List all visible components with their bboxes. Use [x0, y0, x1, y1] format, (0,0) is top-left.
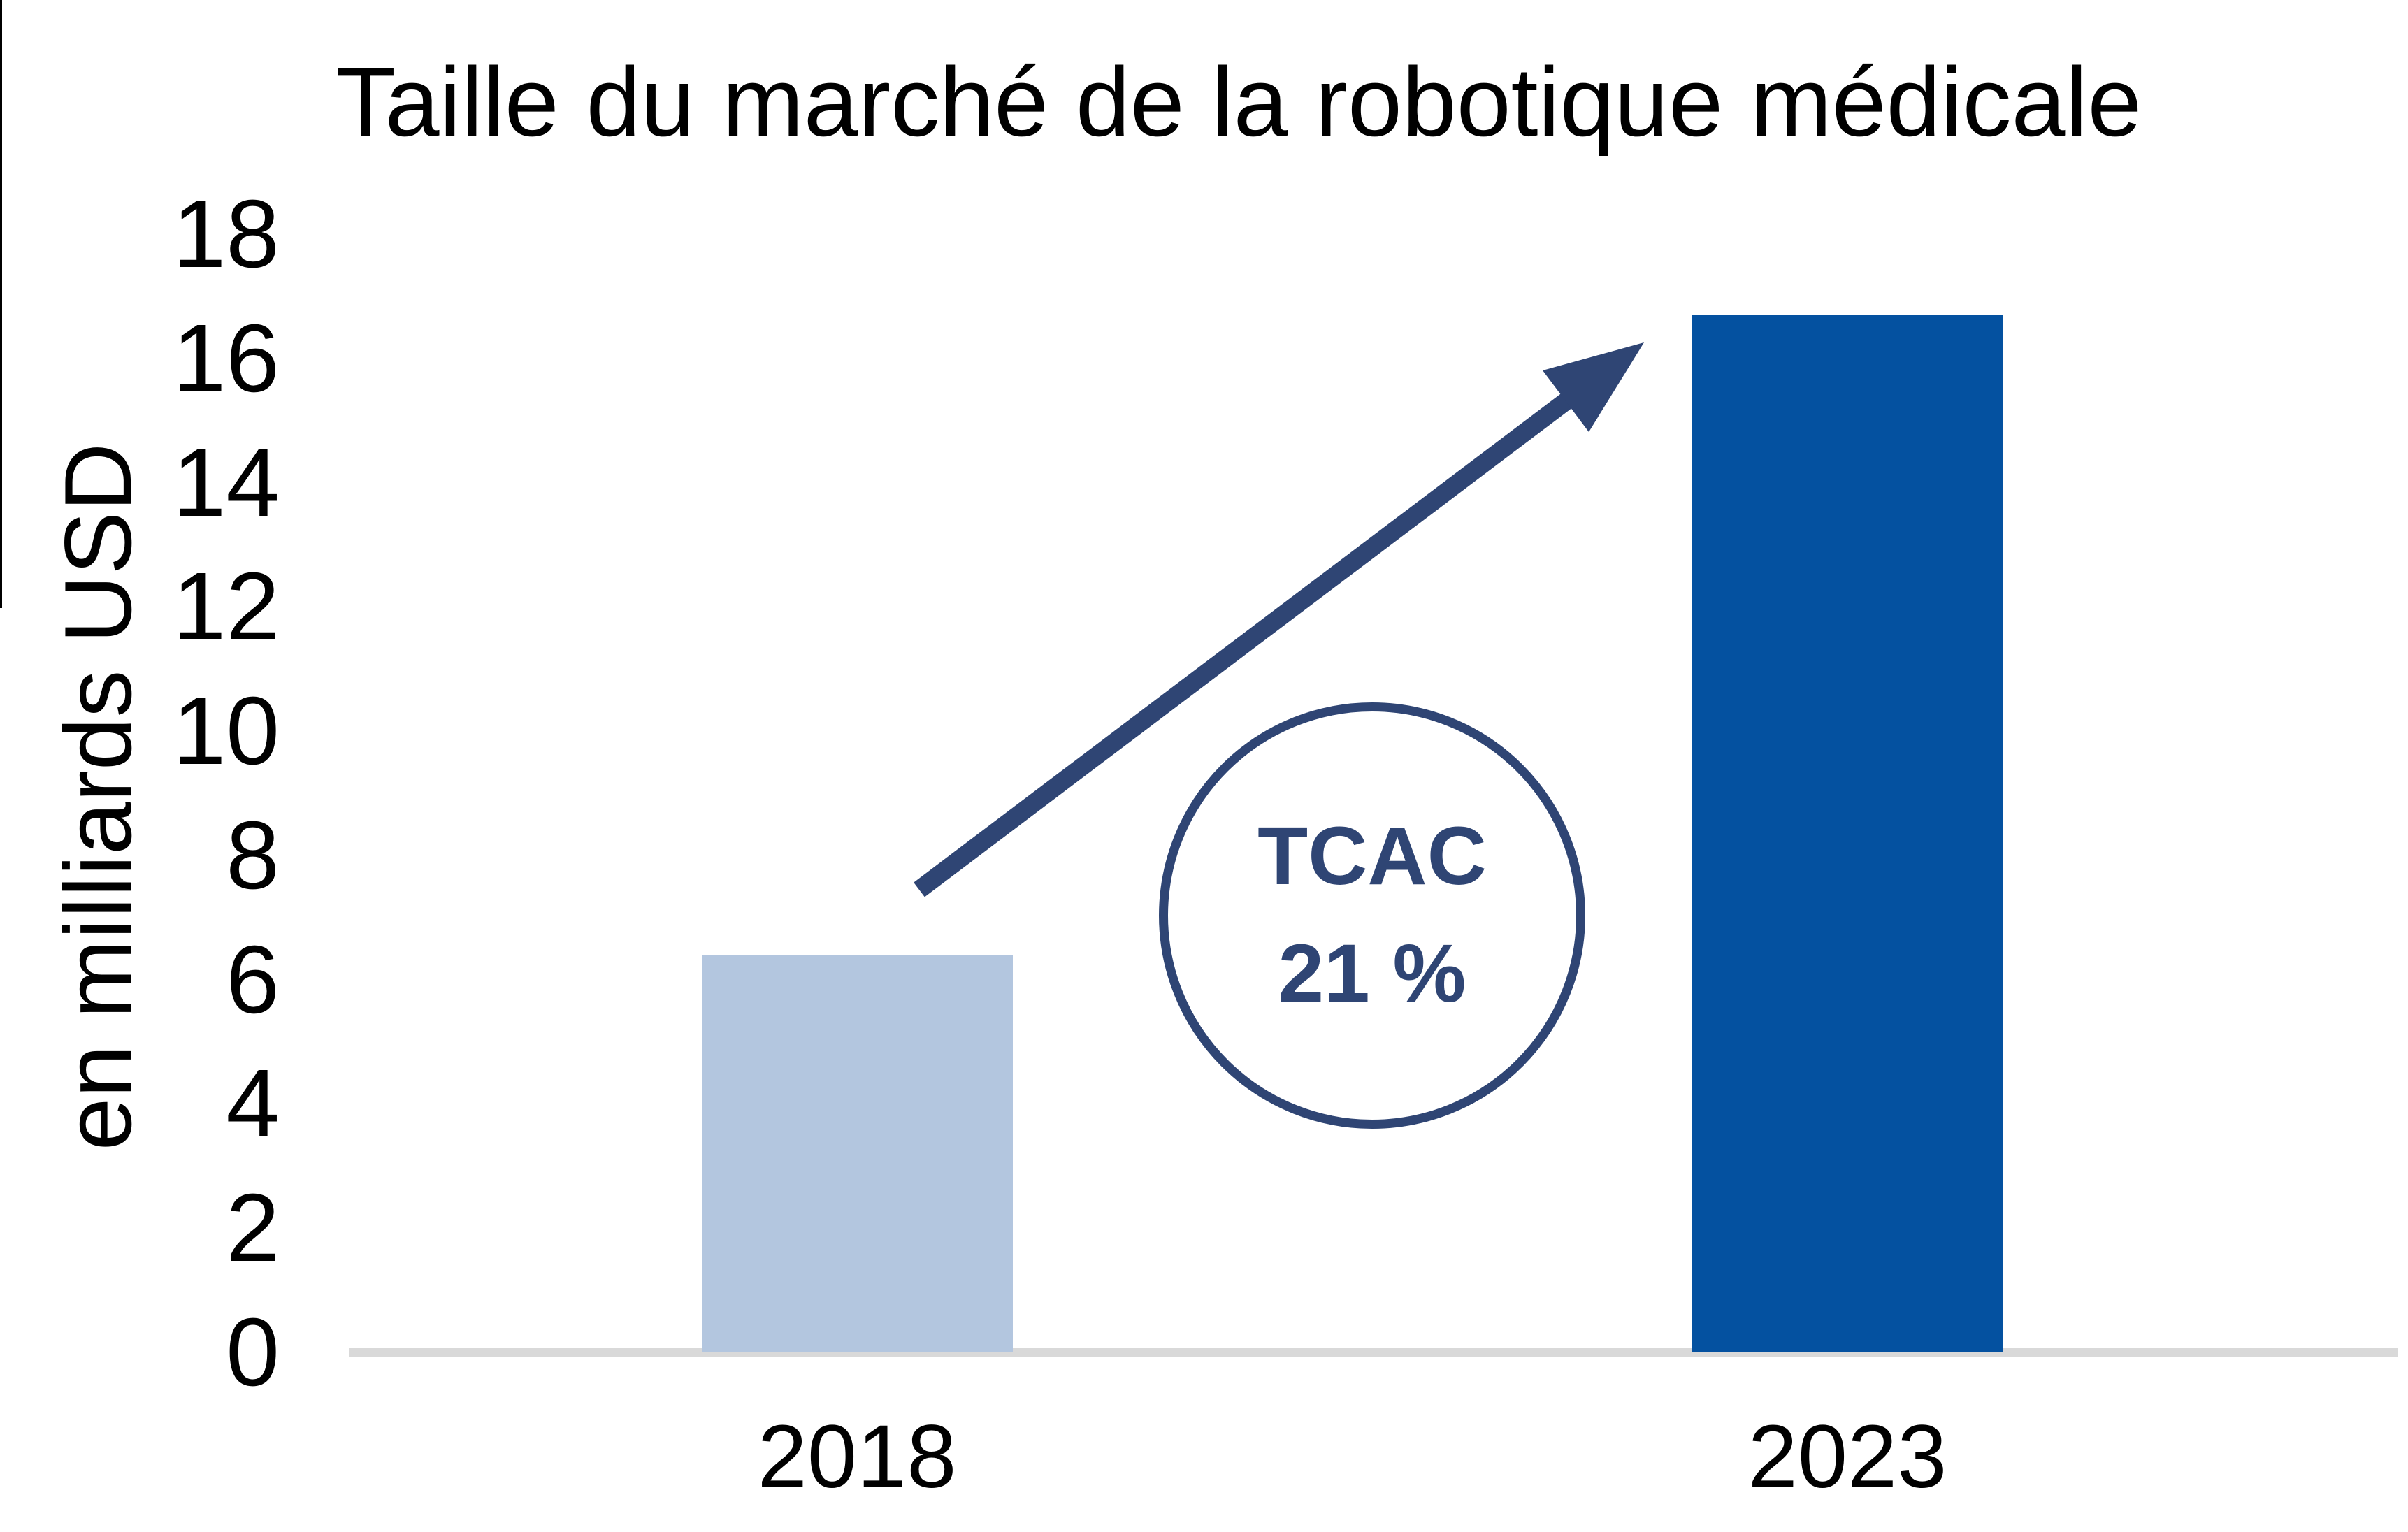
chart-title: Taille du marché de la robotique médical…	[336, 47, 2142, 157]
left-edge-line	[0, 0, 2, 608]
y-tick-label-16: 16	[172, 304, 280, 412]
y-tick-label-4: 4	[226, 1050, 280, 1158]
y-tick-label-0: 0	[226, 1299, 280, 1406]
y-tick-label-6: 6	[226, 925, 280, 1034]
x-axis-label-2018: 2018	[757, 1407, 957, 1507]
cagr-value: 21 %	[1278, 927, 1466, 1020]
y-tick-label-12: 12	[172, 553, 280, 661]
y-tick-label-8: 8	[226, 801, 280, 909]
y-tick-label-18: 18	[172, 180, 280, 288]
y-tick-label-2: 2	[226, 1174, 280, 1282]
growth-arrow-shaft	[914, 390, 1576, 897]
bar-2018	[701, 955, 1013, 1352]
cagr-circle: TCAC 21 %	[1159, 702, 1585, 1129]
x-axis-label-2023: 2023	[1747, 1407, 1947, 1507]
y-tick-label-10: 10	[172, 677, 280, 786]
growth-arrow-head	[1543, 342, 1644, 432]
cagr-label: TCAC	[1257, 810, 1487, 903]
y-tick-label-14: 14	[172, 428, 280, 537]
bar-2023	[1692, 315, 2003, 1352]
